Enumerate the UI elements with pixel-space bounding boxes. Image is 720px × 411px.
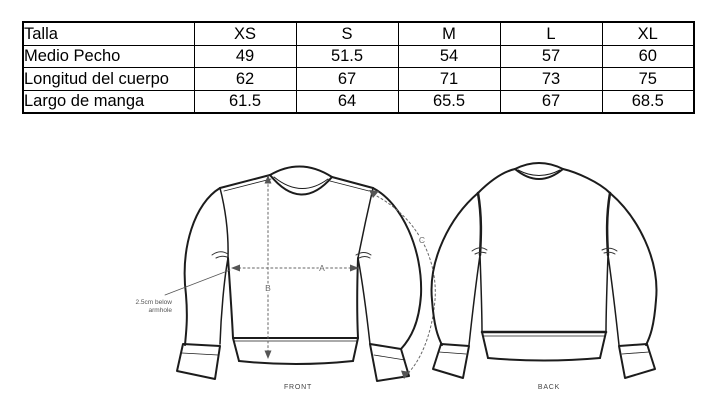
back-cuff-left <box>432 343 470 379</box>
front-collar-inner <box>273 176 329 189</box>
table-cell: 60 <box>601 44 695 68</box>
front-hem-sides <box>232 337 359 362</box>
dimension-a-label: A <box>319 263 325 273</box>
table-cell: 73 <box>499 67 603 91</box>
front-sleeve-outer-right <box>372 187 423 350</box>
front-stitch-mark-left <box>211 251 229 259</box>
front-shoulder-right <box>331 176 374 189</box>
front-shoulder-left <box>219 174 271 189</box>
dimension-c-arrow-bottom <box>401 370 410 379</box>
armhole-note-line2: armhole <box>149 307 173 314</box>
front-body-left <box>227 257 234 339</box>
dimension-b: B <box>264 175 273 359</box>
dimension-a-arrow-left <box>231 264 240 272</box>
row-label-longitud-cuerpo: Longitud del cuerpo <box>22 67 195 91</box>
back-body-left <box>479 254 483 333</box>
dimension-b-arrow-top <box>264 175 272 184</box>
header-cell-l: L <box>499 21 603 46</box>
table-cell: 57 <box>499 44 603 68</box>
back-shoulder-right <box>562 168 611 194</box>
back-sleeve-outer-left <box>430 192 479 346</box>
front-hem-bottom <box>238 360 354 365</box>
back-collar-top <box>514 162 564 170</box>
table-cell: 75 <box>601 67 695 91</box>
table-cell: 64 <box>295 89 399 114</box>
back-sleeve-inner-right <box>607 254 620 346</box>
back-sleeve-outer-right <box>609 192 658 346</box>
back-collar-inner <box>517 169 561 176</box>
dimension-c-curve <box>372 193 436 375</box>
front-cuff-right <box>369 343 410 382</box>
front-cuff-left <box>176 343 221 380</box>
front-shoulder-right-seam <box>329 180 370 192</box>
table-cell: 51.5 <box>295 44 399 68</box>
table-row-largo-manga: Largo de manga 61.5 64 65.5 67 68.5 <box>22 89 695 114</box>
front-sleeve-outer-left <box>183 187 221 346</box>
dimension-b-label: B <box>265 283 271 293</box>
table-cell: 62 <box>193 67 297 91</box>
table-cell: 67 <box>295 67 399 91</box>
size-table: Talla XS S M L XL Medio Pecho 49 51.5 54… <box>22 21 695 114</box>
back-stitch-mark-left <box>471 247 488 255</box>
front-cuff-left-rib <box>181 352 219 356</box>
back-outline <box>430 162 658 379</box>
armhole-note-line1: 2.5cm below <box>136 299 173 306</box>
header-cell-xs: XS <box>193 21 297 46</box>
back-shoulder-left <box>477 168 516 194</box>
header-cell-s: S <box>295 21 399 46</box>
back-seam-right <box>605 191 612 257</box>
dimension-a-arrow-right <box>350 264 359 272</box>
header-cell-m: M <box>397 21 501 46</box>
back-sleeve-inner-left <box>468 254 481 346</box>
table-cell: 54 <box>397 44 501 68</box>
armhole-note: 2.5cm below armhole <box>136 269 231 314</box>
front-view-drawing: A B C 2.5cm below armhole FRONT <box>136 165 436 391</box>
table-cell: 49 <box>193 44 297 68</box>
front-cuff-right-rib <box>373 354 406 361</box>
dimension-a: A <box>231 262 359 275</box>
back-caption: BACK <box>538 384 560 391</box>
front-armhole-left <box>219 187 229 259</box>
front-collar-top <box>269 165 333 178</box>
front-outline <box>176 165 423 382</box>
front-stitch-mark-right <box>355 252 372 259</box>
table-cell: 71 <box>397 67 501 91</box>
table-cell: 61.5 <box>193 89 297 114</box>
dimension-c: C <box>369 190 436 379</box>
back-stitch-mark-right <box>601 247 618 255</box>
table-cell: 68.5 <box>601 89 695 114</box>
table-cell: 67 <box>499 89 603 114</box>
front-collar-outer <box>269 174 333 196</box>
back-seam-left <box>476 191 483 257</box>
back-view-drawing: BACK <box>430 162 658 391</box>
back-body-right <box>605 254 609 333</box>
back-cuff-left-rib <box>438 351 467 355</box>
armhole-note-leader-line <box>164 269 231 296</box>
front-shoulder-left-seam <box>223 178 272 192</box>
back-hem-bottom <box>487 357 601 362</box>
table-header-row: Talla XS S M L XL <box>22 21 695 46</box>
table-cell: 65.5 <box>397 89 501 114</box>
dimension-c-label: C <box>419 235 425 245</box>
dimension-b-arrow-bottom <box>264 350 272 359</box>
back-cuff-right <box>618 343 656 379</box>
header-cell-talla: Talla <box>22 21 195 46</box>
front-armhole-right <box>357 187 374 259</box>
back-cuff-right-rib <box>621 351 650 355</box>
front-sleeve-inner-right <box>357 257 371 345</box>
front-sleeve-inner-left <box>219 257 229 345</box>
back-collar-outer <box>514 168 564 180</box>
row-label-medio-pecho: Medio Pecho <box>22 44 195 68</box>
dimension-c-arrow-top <box>369 190 379 198</box>
front-caption: FRONT <box>284 384 312 391</box>
garment-diagrams: A B C 2.5cm below armhole FRONT <box>136 162 658 391</box>
header-cell-xl: XL <box>601 21 695 46</box>
row-label-largo-manga: Largo de manga <box>22 89 195 114</box>
front-body-right <box>356 257 359 339</box>
back-hem-sides <box>481 331 607 359</box>
table-row-medio-pecho: Medio Pecho 49 51.5 54 57 60 <box>22 44 695 68</box>
table-row-longitud-cuerpo: Longitud del cuerpo 62 67 71 73 75 <box>22 67 695 91</box>
